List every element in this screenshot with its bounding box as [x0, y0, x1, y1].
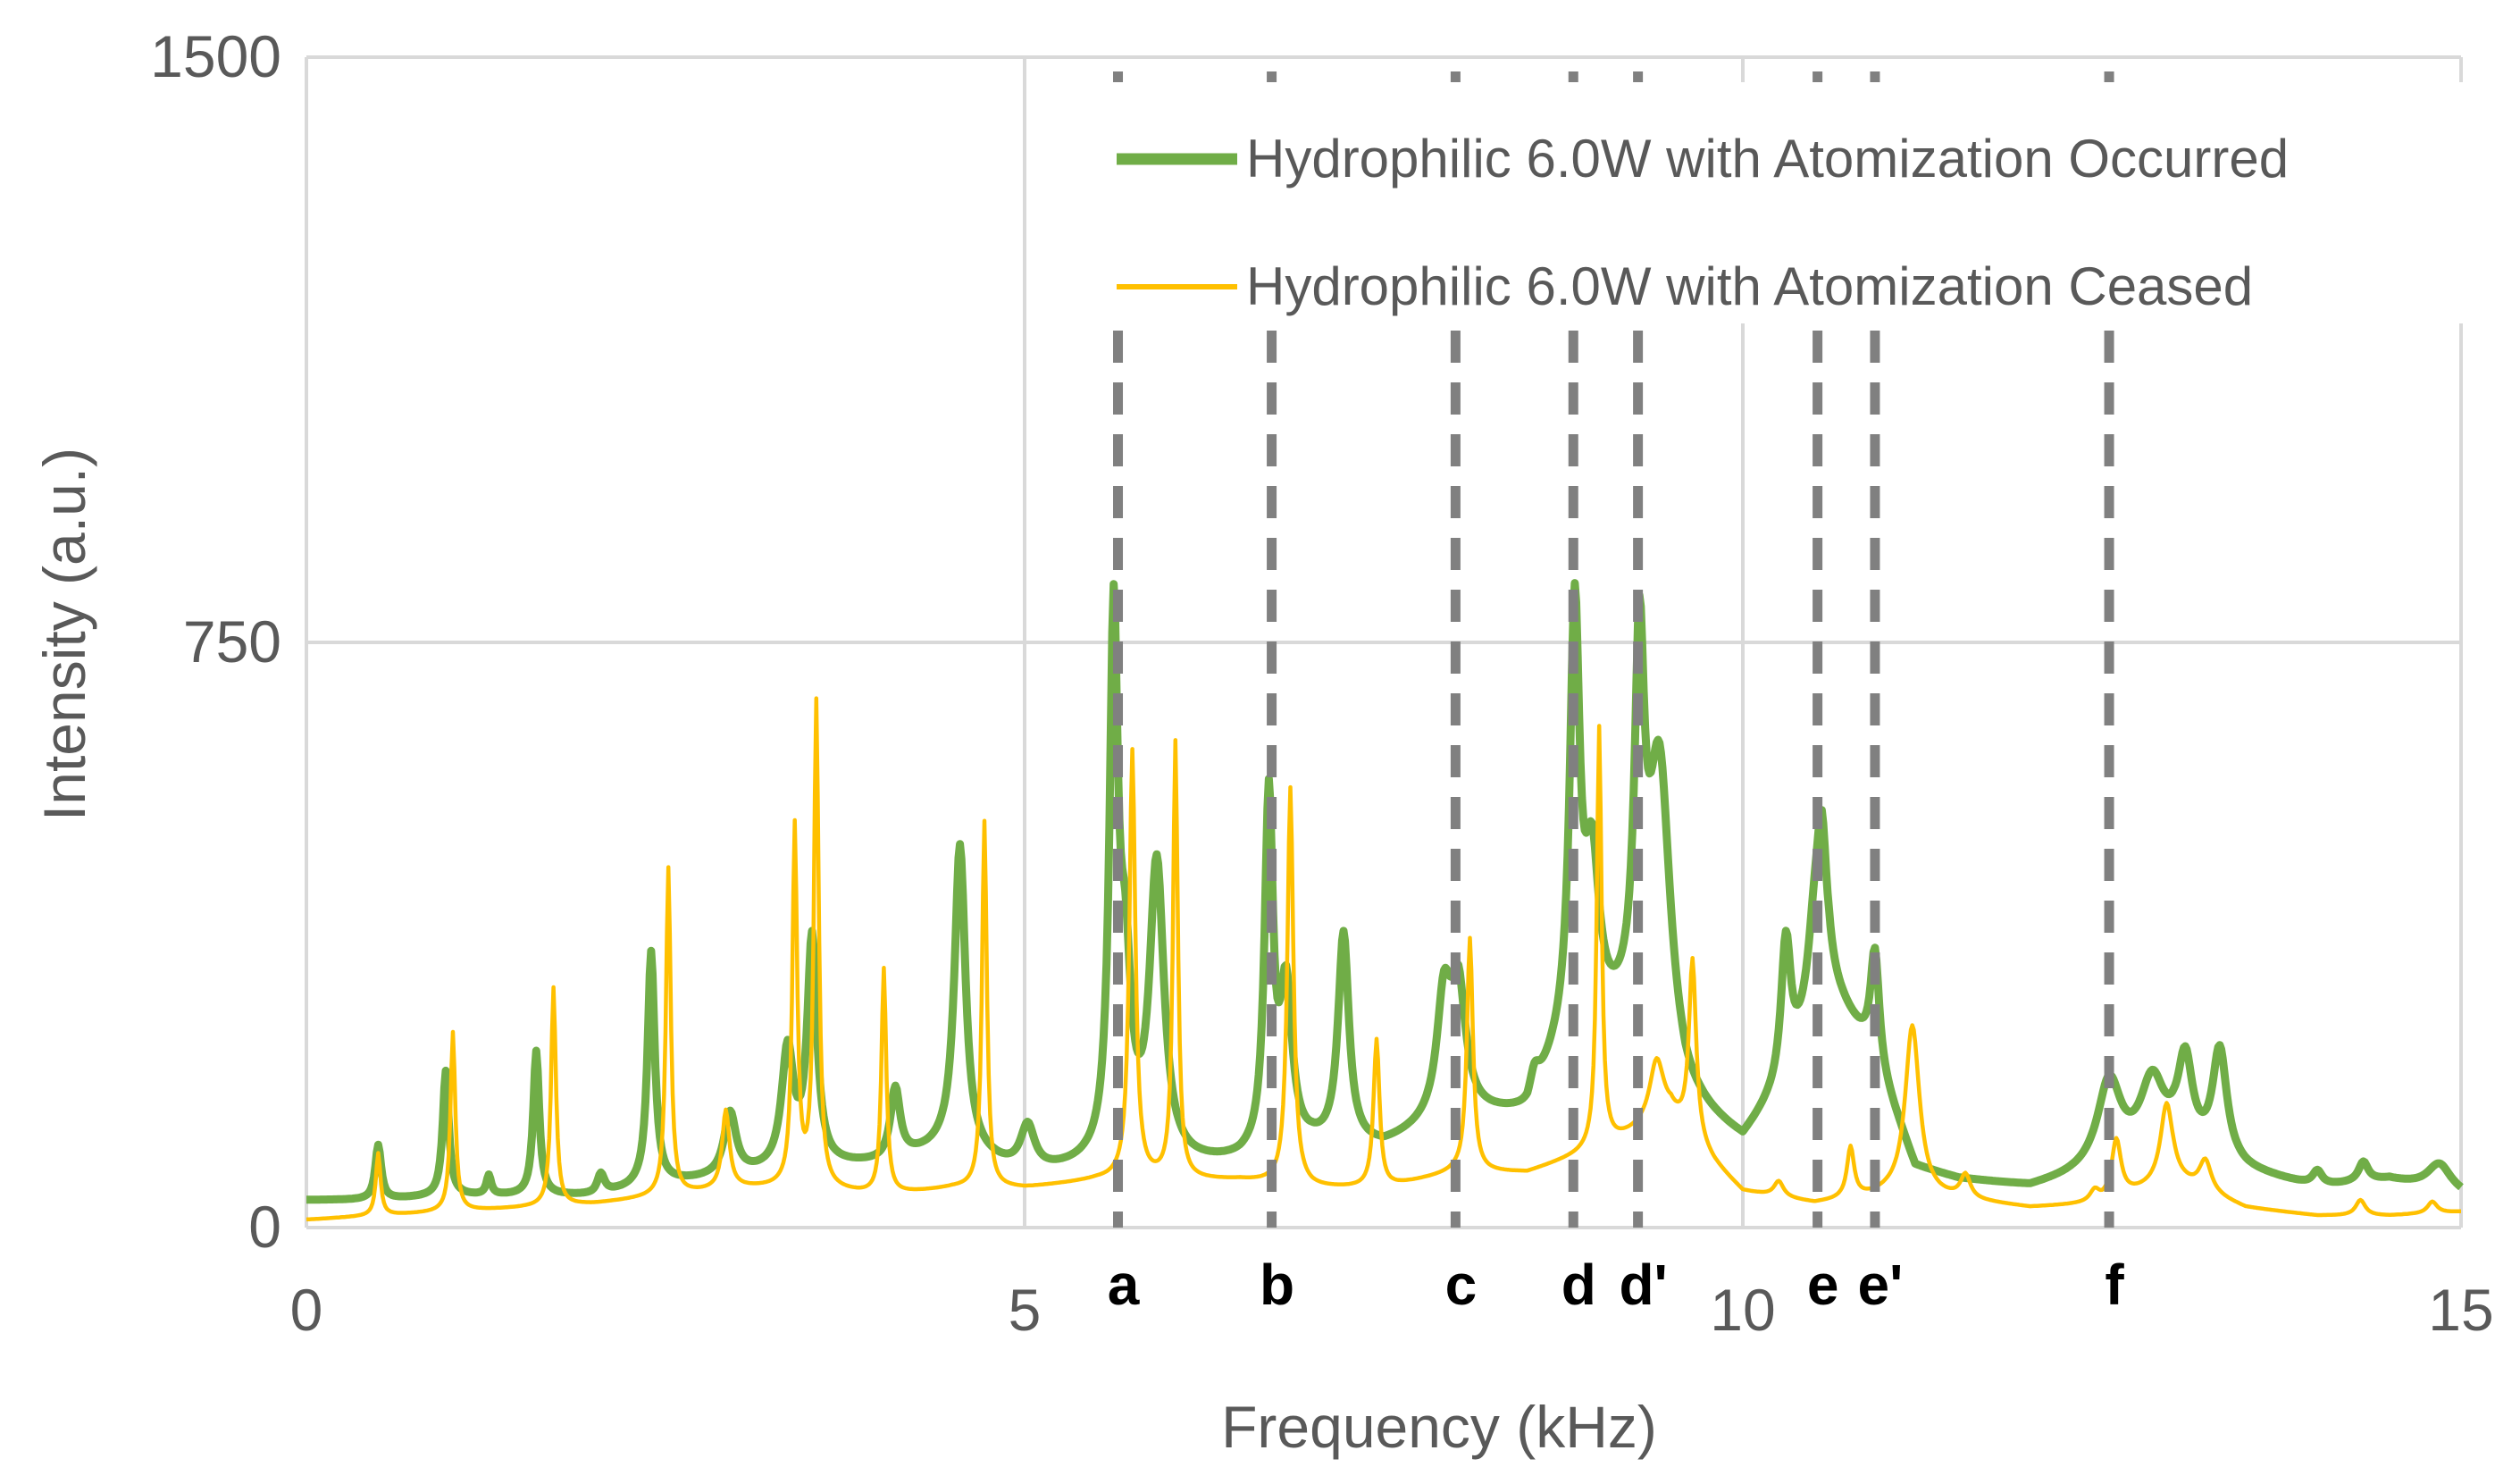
series-layer — [304, 579, 2464, 1222]
marker-label-e: e — [1807, 1253, 1839, 1317]
marker-label-c: c — [1445, 1253, 1478, 1317]
series-line-atomization-ceased — [306, 696, 2462, 1222]
marker-label-f: f — [2105, 1253, 2124, 1317]
x-tick-label: 10 — [1710, 1277, 1775, 1343]
legend-label-occurred: Hydrophilic 6.0W with Atomization Occurr… — [1246, 129, 2289, 189]
series-line-atomization-occurred — [304, 579, 2464, 1204]
marker-label-a: a — [1108, 1253, 1140, 1317]
x-axis-title: Frequency (kHz) — [1221, 1394, 1657, 1460]
y-tick-label: 0 — [248, 1194, 281, 1260]
x-tick-label: 15 — [2428, 1277, 2493, 1343]
marker-layer: a b c d d' e e' f — [1108, 71, 2124, 1317]
marker-label-dprime: d' — [1619, 1253, 1667, 1317]
marker-label-b: b — [1260, 1253, 1294, 1317]
x-tick-label: 5 — [1009, 1277, 1042, 1343]
legend: Hydrophilic 6.0W with Atomization Occurr… — [1076, 82, 2479, 323]
legend-label-ceased: Hydrophilic 6.0W with Atomization Ceased — [1246, 256, 2253, 316]
marker-label-d: d — [1561, 1253, 1596, 1317]
y-axis-title: Intensity (a.u.) — [31, 448, 97, 821]
tick-label-layer: 0 750 1500 0 5 10 15 — [150, 23, 2494, 1343]
y-tick-label: 1500 — [150, 23, 281, 89]
x-tick-label: 0 — [290, 1277, 323, 1343]
marker-label-eprime: e' — [1858, 1253, 1904, 1317]
y-tick-label: 750 — [183, 608, 281, 675]
legend-background — [1076, 82, 2479, 323]
